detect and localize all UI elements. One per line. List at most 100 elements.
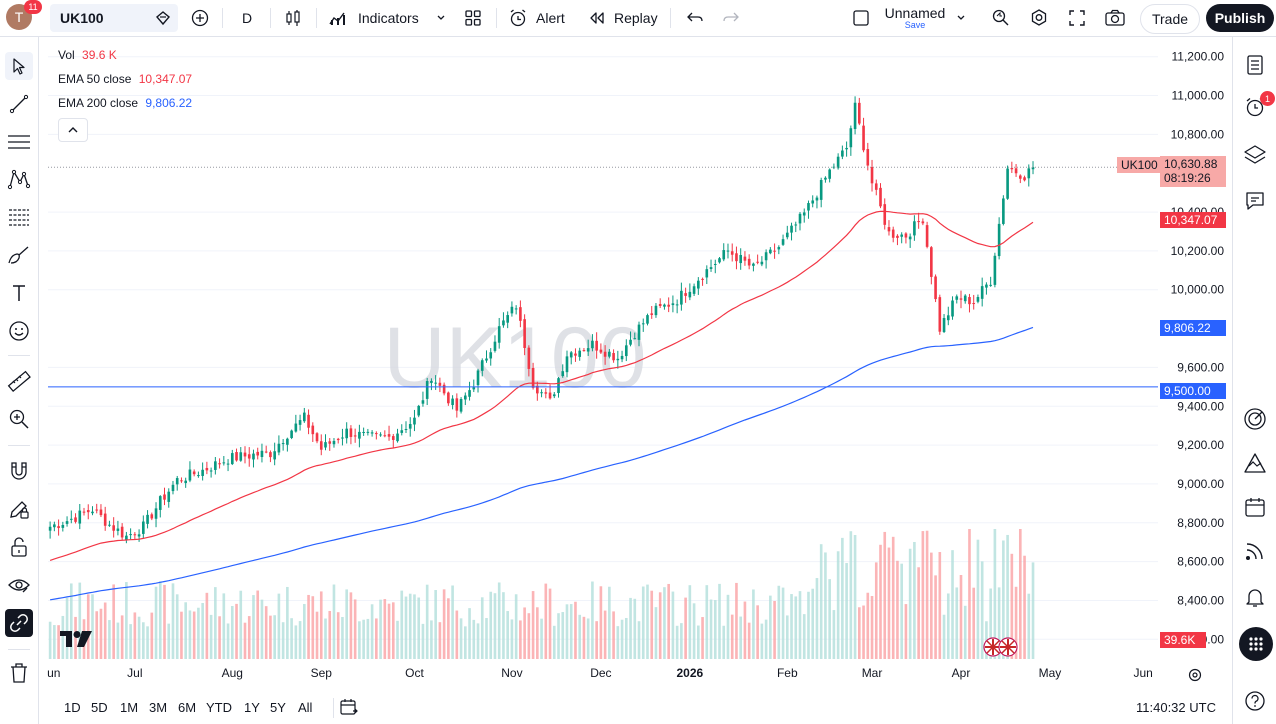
candle-body bbox=[497, 326, 501, 343]
volume-bar bbox=[752, 589, 755, 659]
range-button-3m[interactable]: 3M bbox=[149, 700, 168, 715]
volume-bar bbox=[273, 615, 276, 659]
apps-grid-icon[interactable] bbox=[1239, 627, 1273, 661]
price-chart[interactable]: UK100 un Jul Aug Sep Oct Nov Dec 2026 Feb Mar Apr Ma… bbox=[47, 37, 1158, 680]
settings-gear-icon[interactable] bbox=[1026, 4, 1052, 32]
indicators-button[interactable]: Indicators bbox=[328, 4, 426, 32]
replay-button[interactable]: Replay bbox=[588, 4, 662, 32]
fib-retracement-icon[interactable] bbox=[5, 203, 33, 231]
candle bbox=[336, 437, 340, 444]
utc-clock[interactable]: 11:40:32 UTC bbox=[1136, 700, 1216, 715]
redo-icon[interactable] bbox=[718, 4, 744, 32]
calendar-icon[interactable] bbox=[1241, 493, 1269, 521]
range-button-ytd[interactable]: YTD bbox=[206, 700, 232, 715]
publish-button[interactable]: Publish bbox=[1206, 4, 1274, 32]
ideas-triangle-icon[interactable] bbox=[1241, 449, 1269, 477]
interval-button[interactable]: D bbox=[234, 4, 260, 32]
watchlist-icon[interactable] bbox=[1241, 51, 1269, 79]
candle bbox=[544, 388, 548, 399]
candle-body bbox=[921, 221, 925, 224]
date-range-calendar-icon[interactable] bbox=[338, 696, 360, 718]
chat-icon[interactable] bbox=[1241, 187, 1269, 215]
chevron-down-icon[interactable] bbox=[432, 4, 450, 32]
candles-icon[interactable] bbox=[280, 4, 306, 32]
notifications-bell-icon[interactable] bbox=[1241, 583, 1269, 611]
legend-collapse-button[interactable] bbox=[58, 118, 88, 142]
range-button-1d[interactable]: 1D bbox=[64, 700, 81, 715]
volume-bar bbox=[951, 550, 954, 659]
candle bbox=[103, 506, 107, 531]
candle-body bbox=[493, 341, 497, 351]
volume-bar bbox=[802, 614, 806, 659]
candle bbox=[569, 351, 573, 365]
volume-bar bbox=[900, 563, 903, 659]
candle-body bbox=[1023, 177, 1026, 181]
undo-icon[interactable] bbox=[682, 4, 708, 32]
cursor-icon[interactable] bbox=[5, 52, 33, 80]
target-icon[interactable] bbox=[1241, 405, 1269, 433]
symbol-diamond-icon[interactable] bbox=[150, 4, 176, 32]
trend-line-icon[interactable] bbox=[5, 90, 33, 118]
axis-settings-gear-icon[interactable] bbox=[1186, 666, 1204, 684]
volume-bar bbox=[112, 584, 115, 659]
brush-icon[interactable] bbox=[5, 241, 33, 269]
candle-body bbox=[891, 229, 895, 238]
candle-body bbox=[599, 349, 603, 353]
tradingview-logo bbox=[60, 631, 92, 647]
help-icon[interactable] bbox=[1241, 687, 1269, 715]
candle bbox=[883, 198, 887, 230]
magnet-icon[interactable] bbox=[5, 457, 33, 485]
volume-bar bbox=[574, 601, 577, 659]
separator bbox=[496, 8, 497, 28]
link-icon[interactable] bbox=[5, 609, 33, 637]
candle bbox=[442, 382, 446, 396]
volume-bar bbox=[853, 535, 857, 659]
range-button-5y[interactable]: 5Y bbox=[270, 700, 286, 715]
ruler-icon[interactable] bbox=[5, 367, 33, 395]
zoom-in-icon[interactable] bbox=[5, 405, 33, 433]
candle bbox=[913, 215, 916, 241]
broadcast-icon[interactable] bbox=[1241, 537, 1269, 565]
layers-icon[interactable] bbox=[1241, 141, 1269, 169]
pencil-lock-icon[interactable] bbox=[5, 495, 33, 523]
trade-label: Trade bbox=[1151, 11, 1189, 27]
text-icon[interactable] bbox=[5, 279, 33, 307]
chevron-down-icon[interactable] bbox=[952, 4, 970, 32]
candle-body bbox=[78, 510, 82, 524]
compare-add-icon[interactable] bbox=[186, 4, 214, 32]
price-axis[interactable]: 11,200.0011,000.0010,800.0010,400.0010,2… bbox=[1158, 37, 1230, 660]
candle-body bbox=[519, 307, 522, 321]
volume-bar bbox=[69, 583, 73, 659]
range-button-all[interactable]: All bbox=[298, 700, 313, 715]
trash-icon[interactable] bbox=[5, 659, 33, 687]
emoji-icon[interactable] bbox=[5, 317, 33, 345]
eye-icon[interactable] bbox=[5, 571, 33, 599]
volume-bar bbox=[925, 530, 929, 659]
range-button-5d[interactable]: 5D bbox=[91, 700, 108, 715]
candle-body bbox=[527, 347, 531, 369]
layout-grid-icon[interactable] bbox=[460, 4, 486, 32]
volume-bar bbox=[142, 622, 145, 659]
candle-body bbox=[451, 398, 454, 406]
candle bbox=[294, 414, 298, 433]
layout-checkbox-icon[interactable] bbox=[850, 4, 872, 32]
candle-body bbox=[252, 453, 255, 460]
alert-button[interactable]: Alert bbox=[508, 4, 574, 32]
range-button-1y[interactable]: 1Y bbox=[244, 700, 260, 715]
horizontal-lines-icon[interactable] bbox=[5, 128, 33, 156]
symbol-search[interactable]: UK100 bbox=[50, 4, 178, 32]
fullscreen-icon[interactable] bbox=[1064, 4, 1090, 32]
camera-icon[interactable] bbox=[1102, 4, 1128, 32]
range-button-1m[interactable]: 1M bbox=[120, 700, 139, 715]
layout-name-button[interactable]: Unnamed Save bbox=[880, 4, 950, 32]
volume-bar bbox=[510, 619, 514, 659]
candle bbox=[1023, 175, 1026, 182]
quick-search-icon[interactable] bbox=[988, 4, 1014, 32]
chart-pane[interactable]: UK100 un Jul Aug Sep Oct Nov Dec 2026 Feb Mar Apr Ma… bbox=[47, 37, 1158, 680]
trade-button[interactable]: Trade bbox=[1140, 4, 1200, 34]
volume-bar bbox=[137, 616, 141, 659]
pattern-icon[interactable] bbox=[5, 165, 33, 193]
range-button-6m[interactable]: 6M bbox=[178, 700, 197, 715]
candle bbox=[192, 469, 196, 477]
lock-icon[interactable] bbox=[5, 533, 33, 561]
